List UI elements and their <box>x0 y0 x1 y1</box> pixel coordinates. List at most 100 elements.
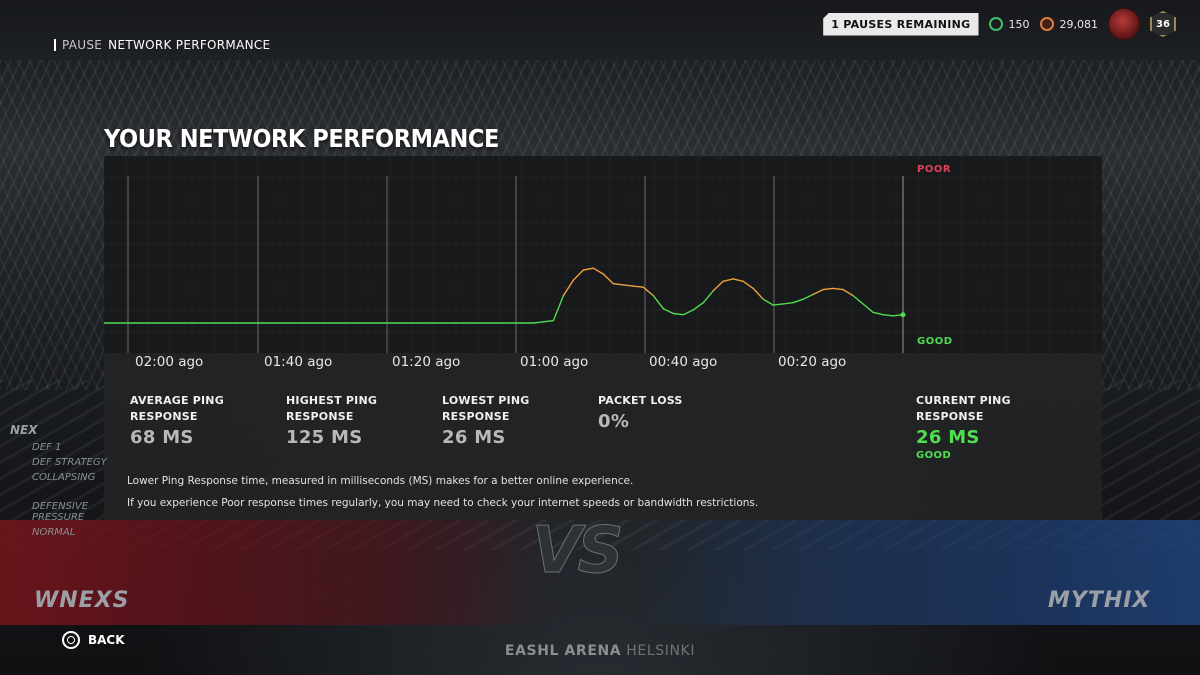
stat-value: 125 MS <box>286 427 363 448</box>
ping-line-segment <box>692 301 704 311</box>
ping-line-segment <box>552 294 565 322</box>
packet-loss-stat: PACKET LOSS 0% <box>598 393 708 432</box>
x-tick-label: 00:20 ago <box>778 354 847 370</box>
stat-value: 26 MS <box>442 427 506 448</box>
ping-line-segment <box>572 269 585 281</box>
ping-line-segment <box>702 290 714 304</box>
average-ping-stat: AVERAGE PING RESPONSE 68 MS <box>130 393 240 448</box>
circle-button-icon <box>62 631 80 649</box>
info-note: If you experience Poor response times re… <box>127 497 759 509</box>
away-team-name: MYTHIX <box>1048 588 1151 613</box>
breadcrumb-page: NETWORK PERFORMANCE <box>108 38 271 52</box>
ping-line-segment <box>802 293 814 300</box>
ping-line-segment <box>532 321 545 324</box>
ping-line-segment <box>722 278 734 283</box>
current-ping-stat: CURRENT PING RESPONSE 26 MS GOOD <box>916 393 1026 461</box>
arena-city: HELSINKI <box>626 643 696 659</box>
ping-line-segment <box>742 280 754 290</box>
stat-label: HIGHEST PING RESPONSE <box>286 394 378 423</box>
points-display: 150 <box>988 17 1030 31</box>
versus-graphic: VS <box>532 514 625 589</box>
ping-chart: POOR GOOD <box>104 156 1102 353</box>
player-level-badge: 36 <box>1150 11 1176 37</box>
ping-line-segment <box>842 288 854 297</box>
ping-line-segment <box>782 301 794 305</box>
x-tick-label: 00:40 ago <box>649 354 718 370</box>
ping-line-segment <box>712 280 724 292</box>
coins-icon <box>1039 17 1054 31</box>
ping-line-segment <box>542 319 555 323</box>
player-avatar <box>1108 8 1140 40</box>
chart-grid <box>104 156 1102 353</box>
ping-line-segment <box>642 286 654 297</box>
top-status-bar: 1 PAUSES REMAINING 150 29,081 36 <box>823 8 1176 40</box>
ping-line-segment <box>772 303 784 306</box>
strategy-row: DEF STRATEGY <box>32 457 107 468</box>
team-abbr: NEX <box>10 423 38 437</box>
stat-label: PACKET LOSS <box>598 394 683 407</box>
home-team-name: WNEXS <box>34 588 130 613</box>
ping-line-segment <box>652 294 664 310</box>
strategy-row: COLLAPSING <box>32 472 96 483</box>
points-value: 150 <box>1008 17 1030 31</box>
highest-ping-stat: HIGHEST PING RESPONSE 125 MS <box>286 393 396 448</box>
ping-line-segment <box>822 287 834 291</box>
chart-poor-label: POOR <box>917 164 952 175</box>
away-team-banner <box>640 520 1200 625</box>
points-coin-icon <box>988 17 1003 31</box>
strategy-row: DEF 1 <box>32 442 62 453</box>
coins-display: 29,081 <box>1039 17 1099 31</box>
ping-line-segment <box>852 294 864 305</box>
x-tick-label: 01:20 ago <box>392 354 461 370</box>
home-team-banner <box>0 520 560 625</box>
ping-line-segment <box>812 288 824 296</box>
ping-line-segment <box>792 298 804 304</box>
pauses-remaining-badge: 1 PAUSES REMAINING <box>823 12 979 36</box>
coins-value: 29,081 <box>1059 17 1099 31</box>
ping-quality: GOOD <box>916 450 952 461</box>
ping-line-segment <box>632 285 644 288</box>
arena-name: EASHL ARENA <box>504 643 622 659</box>
breadcrumb-marker <box>54 39 56 51</box>
info-note: Lower Ping Response time, measured in mi… <box>127 475 634 487</box>
chart-good-label: GOOD <box>917 336 953 347</box>
stat-value: 0% <box>598 411 630 432</box>
breadcrumb: PAUSE NETWORK PERFORMANCE <box>54 38 270 52</box>
ping-line-segment <box>592 267 605 275</box>
stat-value: 68 MS <box>130 427 194 448</box>
ping-line-segment <box>662 307 674 315</box>
back-button[interactable]: BACK <box>62 631 125 649</box>
ping-line-segment <box>762 298 774 306</box>
ping-line-segment <box>562 279 575 297</box>
stat-value: 26 MS <box>916 427 980 448</box>
ping-line-segment <box>882 313 894 317</box>
strategy-row: NORMAL <box>32 527 76 538</box>
ping-line-segment <box>612 282 625 286</box>
network-performance-panel: POOR GOOD 02:00 ago 01:40 ago 01:20 ago … <box>104 156 1102 520</box>
ping-line-segment <box>752 287 764 300</box>
ping-line-segment <box>832 287 844 291</box>
x-tick-label: 01:00 ago <box>520 354 589 370</box>
ping-line-segment <box>732 278 744 283</box>
x-tick-label: 02:00 ago <box>135 354 204 370</box>
ping-line-segment <box>682 309 694 316</box>
ping-line-segment <box>672 312 684 316</box>
stat-label: CURRENT PING RESPONSE <box>916 394 1011 423</box>
page-title: YOUR NETWORK PERFORMANCE <box>104 124 499 153</box>
stat-label: AVERAGE PING RESPONSE <box>130 394 224 423</box>
breadcrumb-section: PAUSE <box>62 38 103 52</box>
arena-label: EASHL ARENA HELSINKI <box>0 643 1200 659</box>
strategy-row: DEFENSIVE PRESSURE <box>32 501 89 523</box>
ping-line-segment <box>872 311 884 316</box>
ping-line-segment <box>622 284 634 287</box>
x-tick-label: 01:40 ago <box>264 354 333 370</box>
lowest-ping-stat: LOWEST PING RESPONSE 26 MS <box>442 393 552 448</box>
ping-line-segment <box>582 267 595 271</box>
team-strategy-overlay: NEX DEF 1 DEF STRATEGY COLLAPSING DEFENS… <box>0 420 120 540</box>
stat-label: LOWEST PING RESPONSE <box>442 394 530 423</box>
ping-line-segment <box>862 303 874 314</box>
current-ping-point <box>900 312 906 318</box>
back-label: BACK <box>88 633 125 647</box>
ping-chart-svg <box>104 156 1102 353</box>
ping-line-segment <box>602 273 615 285</box>
